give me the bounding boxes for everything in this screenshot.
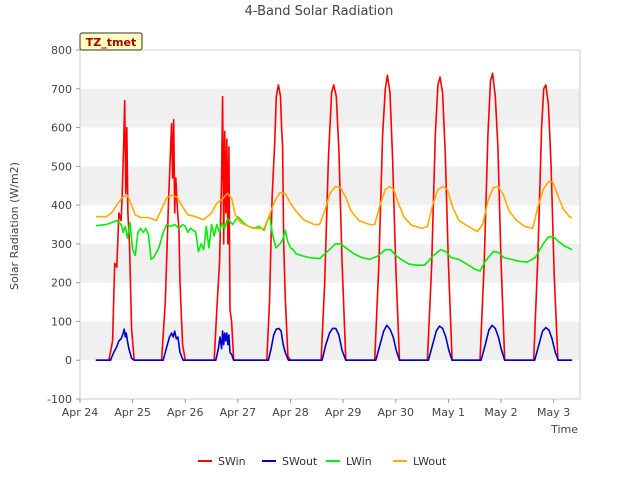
site-label-background [79,32,143,51]
x-tick-label: Apr 28 [272,406,309,419]
site-label-box: TZ_tmet [79,32,143,51]
x-tick-label: May 2 [484,406,517,419]
chart-title: 4-Band Solar Radiation [245,4,394,19]
y-tick-label: 700 [51,83,72,96]
y-tick-label: 200 [51,277,72,290]
x-tick-label: May 3 [537,406,570,419]
grid-band [80,243,580,283]
y-tick-label: 400 [51,199,72,212]
legend-entry-lwin: LWin [326,455,372,468]
legend-label: SWin [218,455,246,468]
y-tick-label: 100 [51,315,72,328]
legend-entry-lwout: LWout [393,455,447,468]
series-line-lwout [95,181,573,233]
legend-label: LWin [346,455,372,468]
legend-label: LWout [413,455,447,468]
x-tick-label: Apr 27 [220,406,257,419]
y-tick-label: -100 [47,393,72,406]
y-tick-label: 0 [65,354,72,367]
y-tick-label: 300 [51,238,72,251]
series-line-swout [95,324,573,361]
x-tick-label: Apr 30 [378,406,415,419]
y-tick-label: 600 [51,122,72,135]
x-tick-label: Apr 24 [62,406,99,419]
y-axis: -100 0 100 200 300 400 500 600 700 800 [47,44,80,406]
legend-entry-swin: SWin [198,455,246,468]
legend-label: SWout [282,455,318,468]
grid-band [80,166,580,206]
x-tick-label: Apr 29 [325,406,362,419]
y-tick-label: 500 [51,160,72,173]
x-tick-label: May 1 [432,406,465,419]
series-lines [95,72,573,361]
x-tick-label: Apr 26 [167,406,204,419]
legend-entry-swout: SWout [262,455,318,468]
y-tick-label: 800 [51,44,72,57]
y-axis-label: Solar Radiation (W/m2) [8,162,21,290]
grid-bands [80,50,580,399]
plot-frame [79,49,581,400]
x-axis-label: Time [550,423,578,436]
legend: SWin SWout LWin LWout [198,455,447,468]
x-axis: Apr 24 Apr 25 Apr 26 Apr 27 Apr 28 Apr 29 Apr … [62,399,570,419]
x-tick-label: Apr 25 [114,406,151,419]
site-label: TZ_tmet [86,36,136,49]
